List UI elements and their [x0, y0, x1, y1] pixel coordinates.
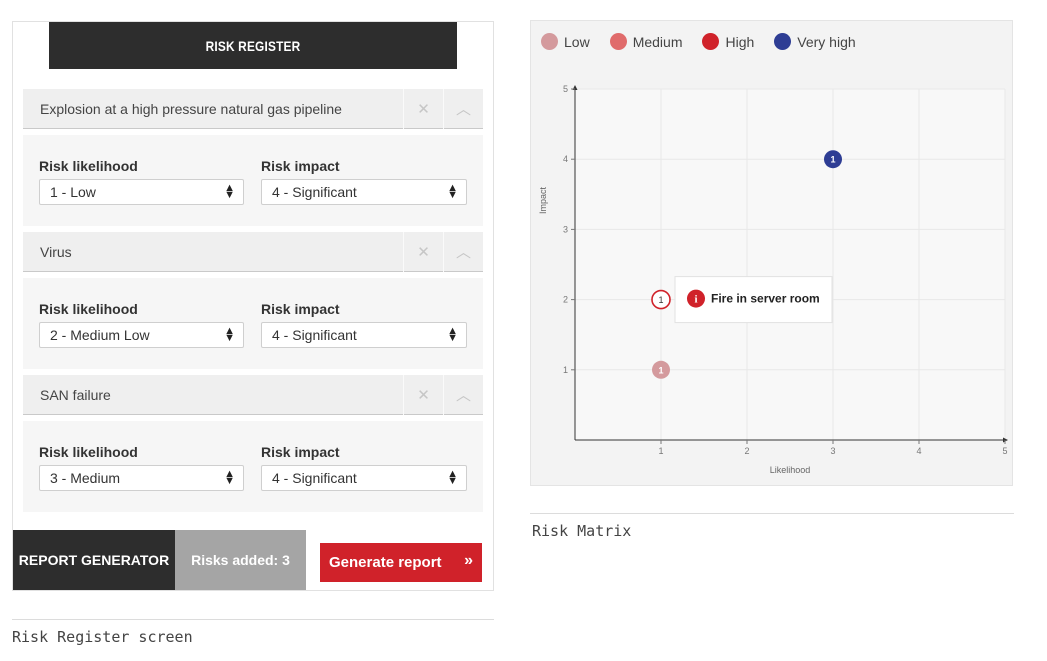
- chevron-up-icon[interactable]: ︿: [443, 374, 483, 415]
- select-arrows-icon: ▲ ▼: [447, 325, 458, 344]
- impact-select[interactable]: 4 - Significant ▲ ▼: [261, 322, 467, 348]
- risk-title: SAN failure: [40, 386, 111, 403]
- legend-label: Low: [564, 33, 590, 50]
- y-axis-label: Impact: [538, 186, 548, 214]
- impact-select[interactable]: 4 - Significant ▲ ▼: [261, 465, 467, 491]
- x-tick-label: 1: [658, 446, 663, 456]
- close-icon[interactable]: ✕: [403, 374, 443, 415]
- y-tick-label: 1: [563, 365, 568, 375]
- likelihood-select[interactable]: 2 - Medium Low ▲ ▼: [39, 322, 244, 348]
- y-tick-label: 3: [563, 224, 568, 234]
- impact-value: 4 - Significant: [272, 184, 357, 200]
- legend-marker: [774, 33, 792, 50]
- likelihood-field: Risk likelihood 3 - Medium ▲ ▼: [39, 444, 244, 491]
- chevron-up-icon[interactable]: ︿: [443, 88, 483, 129]
- chevron-up-icon[interactable]: ︿: [443, 231, 483, 272]
- impact-label: Risk impact: [261, 158, 340, 174]
- likelihood-field: Risk likelihood 1 - Low ▲ ▼: [39, 158, 244, 205]
- x-axis-label: Likelihood: [770, 465, 811, 475]
- risk-point: [651, 289, 671, 310]
- risk-point: [824, 150, 842, 169]
- select-arrows-icon: ▲ ▼: [224, 182, 235, 201]
- impact-value: 4 - Significant: [272, 470, 357, 486]
- close-icon[interactable]: ✕: [403, 88, 443, 129]
- risk-header[interactable]: Virus ✕ ︿: [23, 231, 483, 272]
- legend-item-low[interactable]: Low: [541, 33, 590, 50]
- likelihood-label: Risk likelihood: [39, 301, 138, 317]
- risk-register-panel: RISK REGISTER Explosion at a high pressu…: [12, 21, 494, 591]
- likelihood-label: Risk likelihood: [39, 158, 138, 174]
- legend-label: Medium: [632, 33, 683, 50]
- plot-area: [575, 89, 1005, 440]
- impact-field: Risk impact 4 - Significant ▲ ▼: [261, 158, 467, 205]
- legend-label: Very high: [797, 33, 856, 50]
- likelihood-select[interactable]: 3 - Medium ▲ ▼: [39, 465, 244, 491]
- x-tick-label: 2: [744, 446, 749, 456]
- y-tick-label: 5: [563, 84, 568, 94]
- x-tick-label: 3: [830, 446, 835, 456]
- select-arrows-icon: ▲ ▼: [224, 468, 235, 487]
- risk-body: Risk likelihood 3 - Medium ▲ ▼ Risk impac…: [23, 421, 483, 512]
- report-generator-label: REPORT GENERATOR: [13, 530, 175, 590]
- risk-header[interactable]: Explosion at a high pressure natural gas…: [23, 88, 483, 129]
- risks-added-count: Risks added: 3: [175, 530, 306, 590]
- close-icon[interactable]: ✕: [403, 231, 443, 272]
- generate-report-button[interactable]: Generate report »: [320, 543, 482, 582]
- risk-item: Virus ✕ ︿ Risk likelihood 2 - Medium Low…: [23, 231, 483, 369]
- risk-point: [652, 360, 670, 379]
- select-arrows-icon: ▲ ▼: [447, 182, 458, 201]
- likelihood-value: 1 - Low: [50, 184, 96, 200]
- likelihood-value: 3 - Medium: [50, 470, 121, 486]
- impact-field: Risk impact 4 - Significant ▲ ▼: [261, 444, 467, 491]
- likelihood-label: Risk likelihood: [39, 444, 138, 460]
- legend-item-very-high[interactable]: Very high: [774, 33, 856, 50]
- legend-label: High: [725, 33, 755, 50]
- y-tick-label: 2: [563, 295, 568, 305]
- double-chevron-right-icon: »: [464, 552, 473, 569]
- chart-legend: Low Medium High Very high: [541, 33, 876, 50]
- legend-item-medium[interactable]: Medium: [609, 33, 683, 50]
- risk-item: Explosion at a high pressure natural gas…: [23, 88, 483, 226]
- impact-label: Risk impact: [261, 301, 340, 317]
- risk-body: Risk likelihood 2 - Medium Low ▲ ▼ Risk i…: [23, 278, 483, 369]
- risk-point-label: 1: [830, 155, 835, 165]
- risk-point-label: 1: [658, 295, 663, 305]
- risk-item: SAN failure ✕ ︿ Risk likelihood 3 - Medi…: [23, 374, 483, 512]
- risk-point-label: 1: [658, 365, 663, 375]
- info-icon: [687, 289, 705, 308]
- legend-marker: [609, 33, 627, 50]
- likelihood-field: Risk likelihood 2 - Medium Low ▲ ▼: [39, 301, 244, 348]
- generate-report-label: Generate report: [329, 554, 442, 571]
- risk-matrix-panel: Low Medium High Very high 1 2 3 4 5 1 2 3 4 5 Like…: [530, 20, 1013, 486]
- risk-register-title: RISK REGISTER: [49, 22, 457, 69]
- legend-item-high[interactable]: High: [702, 33, 754, 50]
- risk-header[interactable]: SAN failure ✕ ︿: [23, 374, 483, 415]
- y-tick-label: 4: [563, 154, 568, 164]
- risk-title: Explosion at a high pressure natural gas…: [40, 100, 342, 117]
- matrix-caption: Risk Matrix: [532, 522, 632, 540]
- risk-list: Explosion at a high pressure natural gas…: [23, 88, 483, 518]
- select-arrows-icon: ▲ ▼: [447, 468, 458, 487]
- impact-select[interactable]: 4 - Significant ▲ ▼: [261, 179, 467, 205]
- risk-body: Risk likelihood 1 - Low ▲ ▼ Risk impact 4…: [23, 135, 483, 226]
- info-icon-glyph: i: [694, 294, 697, 306]
- x-tick-label: 5: [1002, 446, 1007, 456]
- legend-marker: [702, 33, 720, 50]
- x-tick-label: 4: [916, 446, 921, 456]
- impact-label: Risk impact: [261, 444, 340, 460]
- report-generator-bar: REPORT GENERATOR Risks added: 3 Generate…: [13, 530, 493, 590]
- select-arrows-icon: ▲ ▼: [224, 325, 235, 344]
- legend-marker: [541, 33, 558, 50]
- impact-field: Risk impact 4 - Significant ▲ ▼: [261, 301, 467, 348]
- tooltip-text: Fire in server room: [711, 292, 820, 306]
- risk-matrix-chart: 1 2 3 4 5 1 2 3 4 5 Likelihood Impact i Fire in serve…: [538, 84, 1008, 475]
- likelihood-select[interactable]: 1 - Low ▲ ▼: [39, 179, 244, 205]
- caption-divider: [12, 619, 494, 620]
- register-caption: Risk Register screen: [12, 628, 193, 646]
- risk-title: Virus: [40, 243, 72, 260]
- likelihood-value: 2 - Medium Low: [50, 327, 150, 343]
- impact-value: 4 - Significant: [272, 327, 357, 343]
- caption-divider: [530, 513, 1014, 514]
